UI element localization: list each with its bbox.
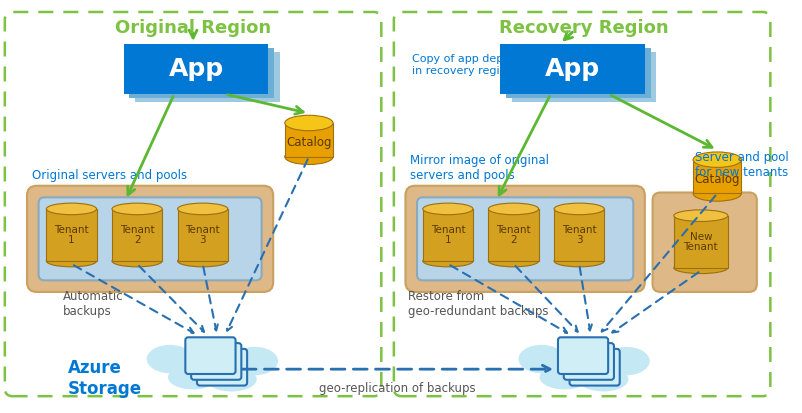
Bar [177, 209, 228, 261]
FancyBboxPatch shape [569, 349, 619, 386]
Text: Catalog: Catalog [694, 173, 739, 186]
Ellipse shape [285, 115, 333, 131]
Bar [285, 123, 333, 157]
FancyBboxPatch shape [557, 337, 607, 374]
Ellipse shape [553, 255, 604, 267]
Ellipse shape [111, 203, 162, 215]
Ellipse shape [423, 203, 472, 215]
Bar [129, 48, 273, 98]
FancyBboxPatch shape [38, 197, 261, 280]
FancyBboxPatch shape [185, 337, 235, 374]
Text: Catalog: Catalog [286, 136, 331, 149]
Ellipse shape [147, 345, 192, 373]
Ellipse shape [423, 255, 472, 267]
Ellipse shape [577, 367, 628, 392]
Text: New: New [689, 232, 711, 242]
Bar [673, 216, 727, 268]
Text: Copy of app deployed
in recovery region: Copy of app deployed in recovery region [411, 54, 533, 76]
Ellipse shape [692, 152, 740, 167]
Ellipse shape [47, 255, 96, 267]
Ellipse shape [553, 203, 604, 215]
Ellipse shape [177, 345, 247, 385]
Text: Tenant: Tenant [185, 225, 220, 235]
Ellipse shape [518, 345, 564, 373]
Ellipse shape [488, 203, 538, 215]
Text: 3: 3 [199, 235, 206, 245]
Bar [135, 52, 280, 102]
FancyBboxPatch shape [416, 197, 633, 280]
Ellipse shape [488, 255, 538, 267]
Bar [423, 209, 472, 261]
Ellipse shape [191, 342, 233, 364]
Bar [511, 52, 655, 102]
Ellipse shape [673, 262, 727, 273]
Bar [488, 209, 538, 261]
Text: 2: 2 [509, 235, 516, 245]
Ellipse shape [47, 203, 96, 215]
Ellipse shape [168, 365, 218, 389]
Ellipse shape [177, 203, 228, 215]
Text: Original servers and pools: Original servers and pools [32, 169, 187, 182]
Ellipse shape [285, 149, 333, 164]
Ellipse shape [562, 342, 605, 364]
Bar [500, 44, 644, 94]
FancyBboxPatch shape [405, 186, 644, 292]
Ellipse shape [177, 255, 228, 267]
Text: Restore from
geo-redundant backups: Restore from geo-redundant backups [408, 290, 548, 318]
Ellipse shape [692, 186, 740, 201]
Text: geo-replication of backups: geo-replication of backups [319, 382, 476, 395]
FancyBboxPatch shape [191, 343, 241, 380]
Ellipse shape [602, 347, 649, 375]
Text: 1: 1 [444, 235, 451, 245]
FancyBboxPatch shape [563, 343, 614, 380]
Ellipse shape [549, 345, 618, 385]
Ellipse shape [206, 367, 257, 392]
Ellipse shape [232, 347, 277, 375]
Text: Tenant: Tenant [119, 225, 154, 235]
Text: 3: 3 [575, 235, 581, 245]
FancyBboxPatch shape [196, 349, 247, 386]
Text: Automatic
backups: Automatic backups [63, 290, 124, 318]
FancyBboxPatch shape [652, 192, 755, 292]
Text: Tenant: Tenant [54, 225, 89, 235]
Ellipse shape [539, 365, 589, 389]
Text: Tenant: Tenant [496, 225, 530, 235]
Text: App: App [545, 57, 599, 81]
Text: 1: 1 [68, 235, 75, 245]
Bar [47, 209, 96, 261]
Bar [692, 160, 740, 193]
Bar [124, 44, 268, 94]
Bar [111, 209, 162, 261]
Text: Server and pool
for new tenants: Server and pool for new tenants [695, 151, 788, 179]
Text: Mirror image of original
servers and pools: Mirror image of original servers and poo… [410, 154, 549, 182]
Text: Tenant: Tenant [430, 225, 464, 235]
Text: App: App [168, 57, 223, 81]
Bar [553, 209, 604, 261]
Text: Tenant: Tenant [683, 242, 717, 252]
Text: Tenant: Tenant [561, 225, 596, 235]
Bar [505, 48, 650, 98]
Ellipse shape [111, 255, 162, 267]
Text: Azure
Storage: Azure Storage [67, 359, 141, 398]
Text: 2: 2 [134, 235, 140, 245]
Text: Recovery Region: Recovery Region [499, 19, 668, 38]
Text: Original Region: Original Region [115, 19, 271, 38]
FancyBboxPatch shape [27, 186, 273, 292]
Ellipse shape [673, 210, 727, 221]
